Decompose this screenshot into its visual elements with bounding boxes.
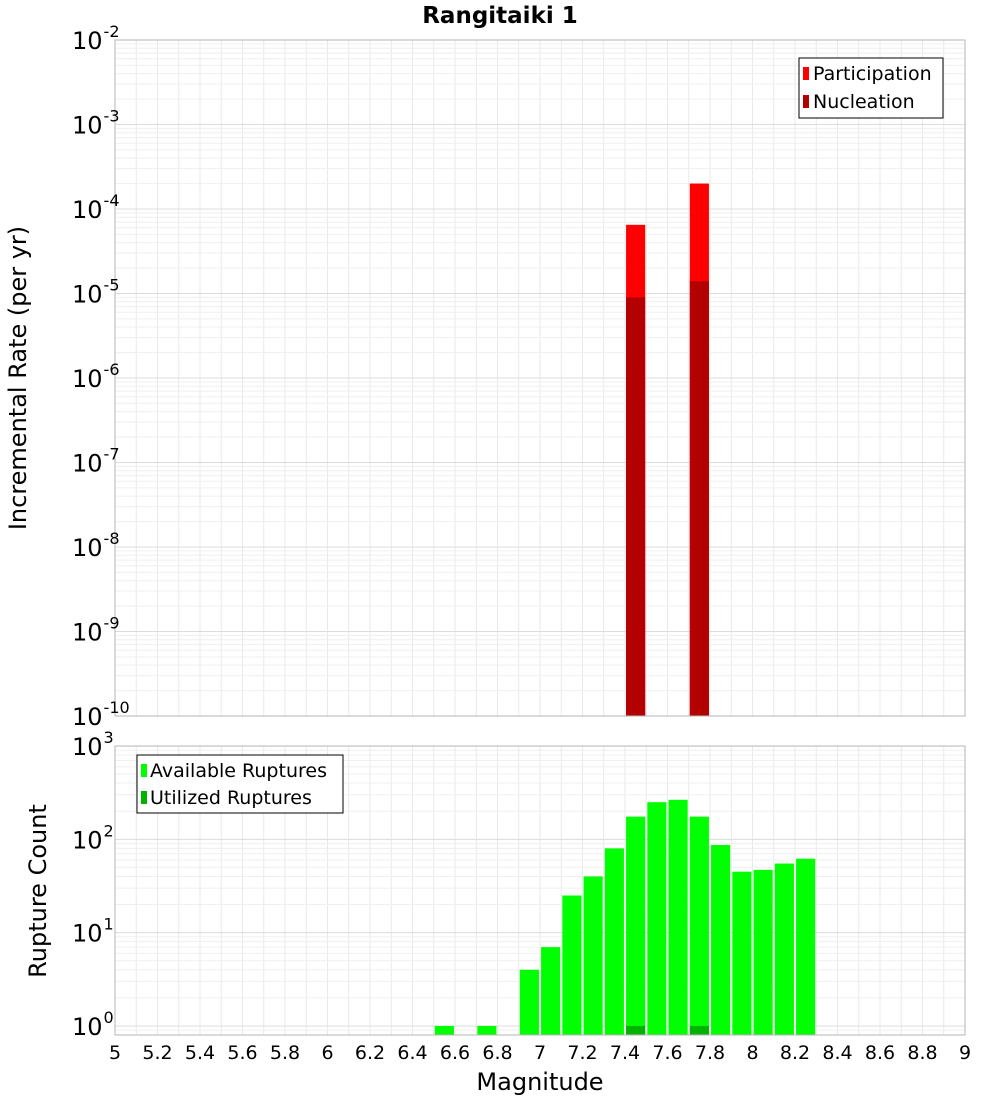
y-tick-label: 103 (72, 728, 114, 761)
utilized-legend-swatch (141, 791, 147, 804)
available-ruptures-bar (626, 816, 646, 1035)
available-ruptures-bar (519, 969, 539, 1035)
y-tick-exponent: 2 (104, 821, 114, 840)
x-tick-label: 5.2 (142, 1042, 172, 1064)
y-tick-exponent: -7 (104, 445, 120, 464)
available-ruptures-bar (711, 844, 731, 1035)
available-ruptures-bar (583, 876, 603, 1035)
available-ruptures-bar (604, 848, 624, 1035)
y-tick-label: 102 (72, 821, 114, 854)
available-ruptures-bar (753, 869, 773, 1035)
available-ruptures-bar (774, 863, 794, 1035)
available-legend-swatch (141, 764, 147, 777)
y-tick-exponent: -2 (104, 22, 120, 41)
x-tick-label: 6.4 (397, 1042, 427, 1064)
y-tick-exponent: 1 (104, 915, 114, 934)
y-tick-label: 10-6 (72, 360, 120, 393)
y-tick-exponent: -9 (104, 614, 120, 633)
count-y-axis-label: Rupture Count (24, 804, 52, 978)
y-tick-label: 10-2 (72, 22, 120, 55)
y-tick-exponent: -4 (104, 191, 120, 210)
x-tick-label: 5.6 (227, 1042, 257, 1064)
x-tick-label: 6 (321, 1042, 333, 1064)
y-tick-exponent: -10 (104, 698, 130, 717)
count-bars (434, 799, 816, 1035)
available-ruptures-bar (477, 1025, 497, 1035)
y-tick-exponent: 0 (104, 1008, 114, 1027)
nucleation-bar (689, 281, 709, 716)
rate-panel: 10-10 10-9 10-8 10-7 10-6 10-5 10-4 10-3 10-2 In… (4, 22, 966, 731)
x-tick-label: 5 (109, 1042, 121, 1064)
available-ruptures-bar (796, 858, 816, 1035)
utilized-ruptures-bar (689, 1025, 709, 1035)
x-tick-label: 8 (746, 1042, 758, 1064)
nucleation-bar (626, 297, 646, 716)
y-tick-exponent: 3 (104, 728, 114, 747)
count-plot-frame (114, 745, 966, 1036)
rate-plot-frame (114, 39, 966, 717)
rate-legend-box (798, 57, 944, 119)
available-ruptures-bar (434, 1025, 454, 1035)
available-ruptures-bar (689, 816, 709, 1035)
rate-legend: Participation Nucleation (798, 57, 944, 119)
x-tick-label: 7.8 (695, 1042, 725, 1064)
y-tick-label: 100 (72, 1008, 114, 1041)
rate-gridlines (114, 40, 966, 717)
available-legend-label: Available Ruptures (150, 760, 327, 782)
y-tick-label: 10-8 (72, 529, 120, 562)
x-tick-label: 7.2 (567, 1042, 597, 1064)
x-tick-label: 5.4 (185, 1042, 215, 1064)
chart-title: Rangitaiki 1 (422, 3, 578, 29)
x-tick-label: 7.4 (610, 1042, 640, 1064)
available-ruptures-bar (668, 799, 688, 1035)
count-legend-box (136, 754, 344, 814)
available-ruptures-bar (541, 947, 561, 1035)
x-tick-label: 9 (959, 1042, 971, 1064)
x-tick-label: 6.8 (482, 1042, 512, 1064)
x-tick-label: 8.6 (865, 1042, 895, 1064)
y-tick-exponent: -3 (104, 107, 120, 126)
count-legend: Available Ruptures Utilized Ruptures (136, 754, 344, 814)
available-ruptures-bar (562, 895, 582, 1035)
y-tick-label: 10-4 (72, 191, 120, 224)
x-tick-labels: 5 5.2 5.4 5.6 5.8 6 6.2 6.4 6.6 6.8 7 7.2 7.4 7.6 7.8 8… (109, 1042, 971, 1064)
x-tick-label: 8.2 (780, 1042, 810, 1064)
utilized-ruptures-bar (626, 1025, 646, 1035)
x-tick-label: 6.2 (355, 1042, 385, 1064)
y-tick-label: 10-3 (72, 107, 120, 140)
participation-legend-swatch (803, 67, 809, 80)
x-tick-label: 7 (534, 1042, 546, 1064)
x-tick-label: 8.8 (907, 1042, 937, 1064)
y-tick-label: 10-5 (72, 276, 120, 309)
available-ruptures-bar (732, 871, 752, 1035)
x-tick-label: 8.4 (822, 1042, 852, 1064)
x-tick-label: 7.6 (652, 1042, 682, 1064)
participation-legend-label: Participation (813, 63, 932, 85)
x-tick-label: 5.8 (270, 1042, 300, 1064)
x-axis-label: Magnitude (476, 1068, 603, 1096)
y-tick-label: 101 (72, 915, 114, 948)
nucleation-legend-swatch (803, 95, 809, 108)
y-tick-label: 10-10 (72, 698, 130, 731)
x-tick-label: 6.6 (440, 1042, 470, 1064)
nucleation-legend-label: Nucleation (813, 91, 915, 113)
y-tick-exponent: -8 (104, 529, 120, 548)
utilized-legend-label: Utilized Ruptures (150, 787, 312, 809)
y-tick-exponent: -6 (104, 360, 120, 379)
y-tick-label: 10-7 (72, 445, 120, 478)
rate-bars (626, 183, 709, 716)
available-ruptures-bar (647, 802, 667, 1035)
y-tick-exponent: -5 (104, 276, 120, 295)
y-tick-label: 10-9 (72, 614, 120, 647)
rate-y-axis-label: Incremental Rate (per yr) (4, 226, 32, 530)
